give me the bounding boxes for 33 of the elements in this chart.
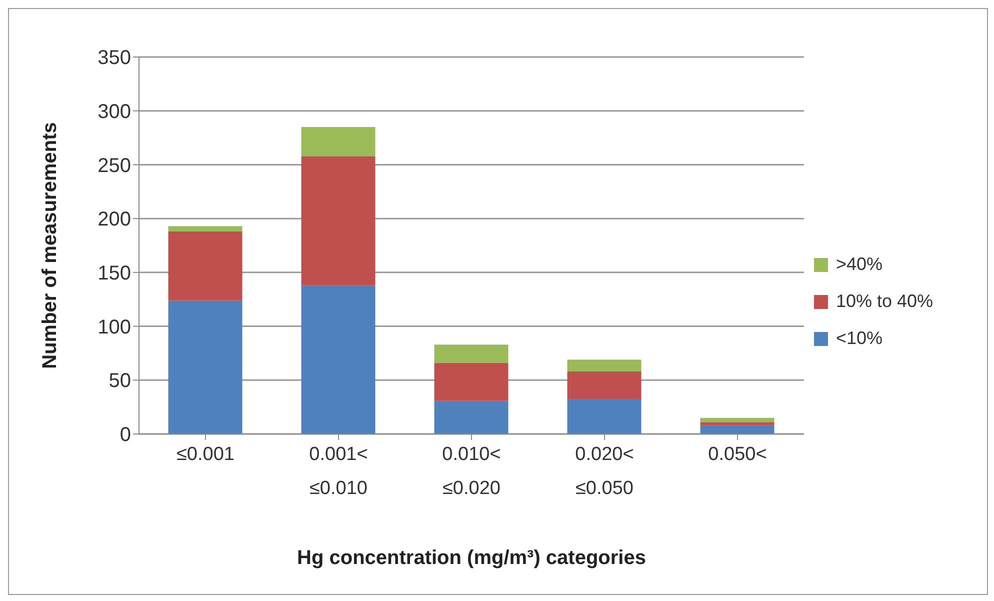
y-tick-label: 250 xyxy=(98,154,131,177)
bar xyxy=(434,362,508,401)
bar xyxy=(700,418,774,422)
y-tick-label: 350 xyxy=(98,47,131,70)
x-tick-label: ≤0.001 xyxy=(176,444,234,465)
bar xyxy=(567,360,642,372)
x-tick-label: 0.001< ≤0.010 xyxy=(309,444,368,499)
y-tick-label: 50 xyxy=(108,370,131,392)
x-tick-label: 0.010< ≤0.020 xyxy=(442,444,501,499)
y-axis-title: Number of measurements xyxy=(39,122,62,369)
y-tick-label: 100 xyxy=(98,316,131,338)
bar xyxy=(700,425,774,434)
x-tick-label: 0.020< ≤0.050 xyxy=(575,444,634,499)
legend-label: <10% xyxy=(836,328,883,349)
x-axis-title: Hg concentration (mg/m³) categories xyxy=(297,547,646,569)
legend-label: >40% xyxy=(836,254,883,275)
y-tick-label: 200 xyxy=(98,208,131,231)
y-tick-label: 0 xyxy=(120,424,131,446)
legend-label: 10% to 40% xyxy=(836,291,934,312)
bar xyxy=(301,285,376,434)
y-tick-label: 150 xyxy=(98,262,131,285)
bar xyxy=(700,422,774,426)
bar xyxy=(434,344,508,363)
bar xyxy=(168,226,242,232)
bar xyxy=(301,127,376,156)
bar xyxy=(301,156,376,286)
bar xyxy=(168,231,242,300)
bar xyxy=(567,372,642,398)
bar xyxy=(168,300,242,434)
bar xyxy=(434,400,508,434)
y-tick-label: 300 xyxy=(98,100,131,123)
x-tick-label: 0.050< xyxy=(708,444,767,465)
bar xyxy=(567,398,642,434)
